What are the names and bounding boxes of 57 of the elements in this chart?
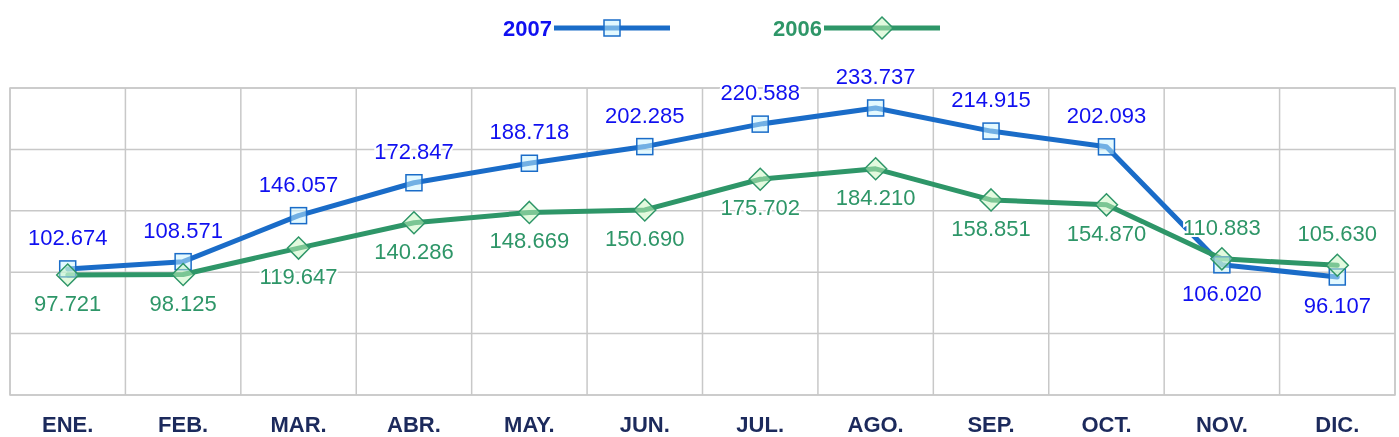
data-label: 105.630	[1297, 221, 1378, 247]
x-tick-label: JUN.	[619, 412, 670, 437]
data-label: 172.847	[374, 138, 454, 164]
point	[982, 122, 1000, 140]
point	[1097, 138, 1116, 156]
point	[1094, 193, 1119, 217]
x-tick-label: ENE.	[42, 412, 94, 437]
point	[517, 200, 542, 225]
x-tick-label: FEB.	[158, 412, 209, 437]
x-tick-label: MAR.	[270, 412, 327, 437]
point	[863, 157, 888, 181]
x-tick-label: NOV.	[1195, 412, 1248, 437]
point	[633, 198, 657, 222]
data-label: 214.915	[951, 87, 1031, 113]
x-tick-label: DIC.	[1315, 412, 1360, 437]
point	[402, 210, 426, 235]
point	[171, 262, 195, 287]
data-label: 97.721	[34, 291, 102, 316]
data-label: 220.588	[720, 80, 800, 106]
data-label: 233.737	[835, 63, 916, 89]
data-label: 188.718	[489, 119, 570, 145]
x-tick-label: ABR.	[387, 412, 441, 437]
point	[55, 263, 80, 287]
point	[1210, 247, 1234, 271]
data-label: 202.285	[605, 102, 685, 128]
data-label: 202.093	[1066, 102, 1147, 128]
x-tick-label: OCT.	[1081, 412, 1132, 437]
data-label: 119.647	[259, 264, 338, 290]
data-label: 98.125	[149, 290, 217, 316]
data-label: 106.020	[1182, 280, 1262, 306]
data-label: 96.107	[1303, 292, 1371, 318]
point	[289, 206, 308, 225]
point	[1325, 253, 1350, 278]
point	[286, 236, 311, 260]
data-label: 158.851	[951, 215, 1031, 241]
point	[979, 188, 1003, 212]
legend-label: 2007	[503, 16, 552, 41]
data-label: 108.571	[143, 217, 223, 243]
x-tick-label: MAY.	[504, 412, 555, 437]
data-label: 148.669	[489, 228, 570, 254]
point	[405, 173, 423, 192]
data-label: 175.702	[720, 195, 800, 221]
point	[866, 99, 885, 117]
x-tick-label: SEP.	[967, 412, 1015, 437]
x-tick-label: AGO.	[847, 412, 904, 437]
legend-label: 2006	[773, 16, 822, 41]
data-label: 154.870	[1066, 220, 1147, 246]
data-label: 184.210	[835, 184, 916, 210]
data-label: 102.674	[27, 224, 108, 250]
data-label: 140.286	[374, 238, 454, 264]
point	[636, 137, 654, 156]
point	[748, 167, 772, 191]
data-label: 150.690	[605, 225, 685, 251]
point	[751, 115, 769, 133]
point	[520, 154, 539, 172]
x-tick-label: JUL.	[736, 412, 785, 437]
data-label: 146.057	[258, 171, 339, 197]
